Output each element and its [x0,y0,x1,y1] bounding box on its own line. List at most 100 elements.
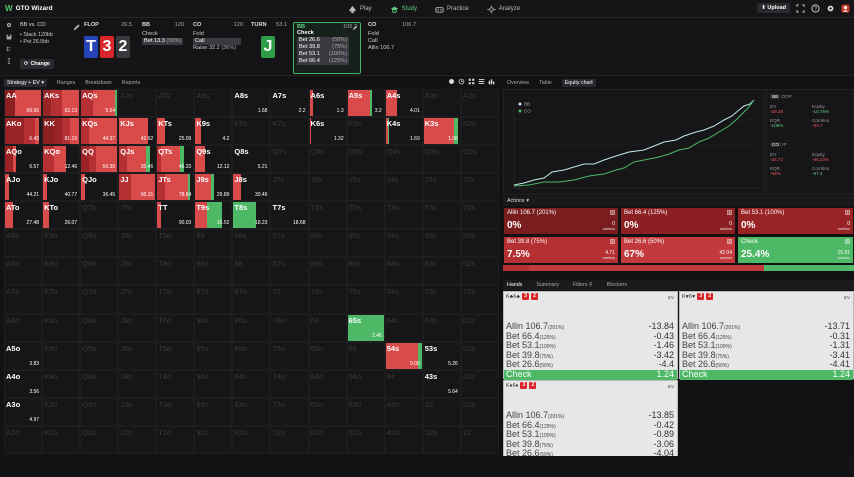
range-cell[interactable]: 33 [422,397,461,426]
range-cell[interactable]: A9s [194,89,233,118]
range-cell[interactable]: 66 [308,313,347,342]
range-cell[interactable]: Q3s [422,145,461,174]
range-cell[interactable]: Q8o [80,257,119,286]
range-cell[interactable]: 84o [232,369,271,398]
range-cell[interactable]: T9s 16.52 [194,201,233,230]
range-cell[interactable]: 44 [384,369,423,398]
range-cell[interactable]: J2o [118,425,157,454]
co1-action-call[interactable]: Call [193,38,243,45]
range-cell[interactable]: KTs 25.09 [156,117,195,146]
range-cell[interactable]: 96s [308,229,347,258]
range-cell[interactable]: TT 90.03 [156,201,195,230]
range-cell[interactable]: 53o [346,397,385,426]
tab-blockers[interactable]: Blockers [606,282,628,288]
nav-study[interactable]: Study [390,5,417,14]
calculator-icon[interactable] [610,210,615,215]
action-card[interactable]: Bet 53.1 (100%) 0% 0 combos [737,207,854,235]
range-cell[interactable]: A4s 4.01 [384,89,423,118]
tab-filters[interactable]: Filters ⚲ [573,282,593,288]
range-cell[interactable]: T6s [308,201,347,230]
help-icon[interactable]: ? [811,3,820,13]
range-cell[interactable]: T9o [156,229,195,258]
upload-button[interactable]: ⬆ Upload [757,3,790,13]
range-cell[interactable]: K8o [42,257,81,286]
bb2-action-check[interactable]: Check [297,30,357,37]
hand-combo-card[interactable]: K♦6♦ 3 2 EV Allin 106.7(201%) -13.85 Bet 66.4(… [503,380,678,470]
range-cell[interactable]: Q4s [384,145,423,174]
range-cell[interactable]: 83s [422,257,461,286]
range-cell[interactable]: AKo 6.43 [4,117,43,146]
range-cell[interactable]: J5o [118,341,157,370]
range-cell[interactable]: K6s 1.32 [308,117,347,146]
range-cell[interactable]: 22 [460,425,499,454]
nav-analyze[interactable]: Analyze [487,4,520,14]
range-cell[interactable]: 82o [232,425,271,454]
range-cell[interactable]: Q5s [346,145,385,174]
range-cell[interactable]: J4o [118,369,157,398]
range-cell[interactable]: 72o [270,425,309,454]
range-cell[interactable]: J3o [118,397,157,426]
range-cell[interactable]: T7o [156,285,195,314]
range-cell[interactable]: 74o [270,369,309,398]
range-cell[interactable]: A3s [422,89,461,118]
hand-combo-card[interactable]: K♣6♣ 3 2 EV Allin 106.7(201%) -13.84 Bet 66.4(… [503,291,678,380]
range-cell[interactable]: ATs [156,89,195,118]
range-cell[interactable]: 72s [460,285,499,314]
range-cell[interactable]: Q7o [80,285,119,314]
range-cell[interactable]: Q2o [80,425,119,454]
range-cell[interactable]: ATo 27.48 [4,201,43,230]
range-cell[interactable]: J9o [118,229,157,258]
co1-action-raise[interactable]: Raise 32.2 (36%) [193,45,243,52]
range-cell[interactable]: T8s 18.23 [232,201,271,230]
range-cell[interactable]: 52o [346,425,385,454]
range-cell[interactable]: AKs 62.13 [42,89,81,118]
range-cell[interactable]: J9s 29.89 [194,173,233,202]
range-cell[interactable]: 54s 9.08 [384,341,423,370]
range-cell[interactable]: A7s 2.2 [270,89,309,118]
street-co-flop[interactable]: CO 120 Fold Call Raise 32.2 (36%) [193,22,243,74]
range-cell[interactable]: K8s [232,117,271,146]
avatar[interactable] [841,3,850,13]
range-cell[interactable]: A9o [4,229,43,258]
range-cell[interactable]: 74s [384,285,423,314]
street-co-turn[interactable]: CO 106.7 Fold Call Allin 106.7 [368,22,416,74]
range-cell[interactable]: 32o [422,425,461,454]
range-cell[interactable]: 76s [308,285,347,314]
calculator-icon[interactable] [845,239,850,244]
range-cell[interactable]: 75o [270,341,309,370]
range-cell[interactable]: J6o [118,313,157,342]
range-cell[interactable]: 93s [422,229,461,258]
range-cell[interactable]: AA 66.96 [4,89,43,118]
range-cell[interactable]: J3s [422,173,461,202]
calculator-icon[interactable] [727,239,732,244]
range-cell[interactable]: T2o [156,425,195,454]
range-cell[interactable]: JTo [118,201,157,230]
range-cell[interactable]: 98o [194,257,233,286]
range-cell[interactable]: KK 81.16 [42,117,81,146]
tab-reports[interactable]: Reports [121,80,141,86]
range-cell[interactable]: T3o [156,397,195,426]
range-cell[interactable]: J4s [384,173,423,202]
range-cell[interactable]: JTs 78.84 [156,173,195,202]
range-cell[interactable]: Q4o [80,369,119,398]
range-cell[interactable]: 95o [194,341,233,370]
range-cell[interactable]: 54o [346,369,385,398]
range-cell[interactable]: K2s [460,117,499,146]
range-cell[interactable]: K5o [42,341,81,370]
action-card[interactable]: Bet 39.8 (75%) 7.5% 4.71 combos [503,236,619,264]
range-cell[interactable]: QQ 50.35 [80,145,119,174]
range-cell[interactable]: K7s [270,117,309,146]
calculator-icon[interactable] [727,210,732,215]
co1-action-fold[interactable]: Fold [193,31,243,38]
range-cell[interactable]: QJs 35.46 [118,145,157,174]
range-cell[interactable]: 53s 5.26 [422,341,461,370]
range-cell[interactable]: 97s [270,229,309,258]
co2-action-allin[interactable]: Allin 106.7 [368,45,416,52]
range-cell[interactable]: T2s [460,201,499,230]
range-cell[interactable]: 76o [270,313,309,342]
range-cell[interactable]: J5s [346,173,385,202]
cursor-text-icon[interactable] [6,58,12,64]
action-card[interactable]: Bet 66.4 (125%) 0% 0 combos [620,207,736,235]
gear-icon[interactable] [6,22,12,28]
nav-practice[interactable]: Practice [435,5,469,14]
